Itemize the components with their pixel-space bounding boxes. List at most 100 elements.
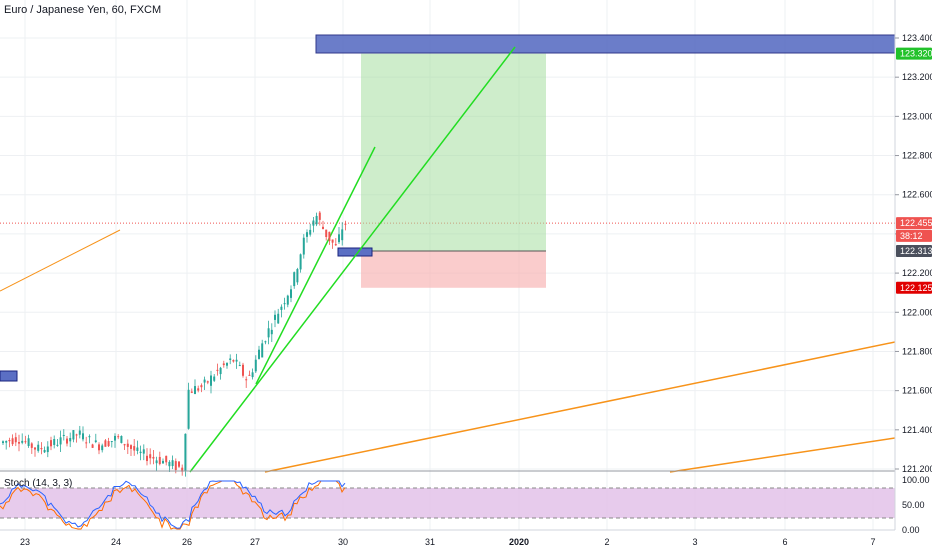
orange-line-mid bbox=[264, 341, 896, 473]
candle-body bbox=[306, 232, 308, 237]
stoch-tick-label: 50.00 bbox=[902, 500, 925, 510]
candle-body bbox=[197, 388, 200, 391]
candle-body bbox=[344, 223, 347, 225]
candle-body bbox=[18, 442, 20, 444]
candle-body bbox=[85, 442, 88, 444]
candle-body bbox=[27, 438, 30, 446]
candle-body bbox=[251, 372, 254, 378]
candle-body bbox=[72, 430, 75, 440]
candle-body bbox=[174, 461, 177, 471]
candle-body bbox=[133, 446, 136, 451]
candle-body bbox=[210, 375, 212, 386]
x-tick-label: 3 bbox=[692, 537, 697, 547]
candle-body bbox=[264, 341, 267, 343]
candle-body bbox=[69, 437, 72, 442]
x-tick-label: 7 bbox=[870, 537, 875, 547]
y-tick-label: 123.200 bbox=[902, 72, 932, 82]
stochastic-pane bbox=[0, 470, 895, 531]
candle-body bbox=[245, 379, 248, 381]
candle-body bbox=[283, 303, 286, 305]
candle-body bbox=[107, 441, 110, 447]
candle-body bbox=[146, 455, 148, 462]
y-tick-label: 122.000 bbox=[902, 307, 932, 317]
candle-body bbox=[187, 389, 190, 429]
price-label-box bbox=[896, 244, 932, 257]
candle-body bbox=[216, 369, 219, 371]
y-tick-label: 122.800 bbox=[902, 151, 932, 161]
entry-box bbox=[337, 247, 373, 257]
candle-body bbox=[229, 358, 232, 361]
candle-body bbox=[190, 391, 193, 393]
stoch-band bbox=[0, 488, 895, 518]
left-box bbox=[0, 370, 18, 382]
candle-body bbox=[226, 363, 228, 366]
price-label: 122.455 bbox=[900, 218, 932, 228]
candle-body bbox=[302, 237, 305, 255]
price-axis[interactable]: 123.400 123.200 123.000 122.800 122.600 122.4… bbox=[894, 0, 932, 535]
candle-body bbox=[290, 289, 292, 298]
candle-body bbox=[334, 244, 337, 246]
candle-body bbox=[248, 374, 251, 376]
candle-body bbox=[5, 440, 8, 443]
candle-body bbox=[14, 437, 17, 443]
candle-body bbox=[331, 239, 334, 243]
candle-body bbox=[123, 444, 126, 446]
candle-body bbox=[293, 272, 296, 287]
candle-body bbox=[75, 434, 78, 436]
candle-body bbox=[149, 454, 152, 459]
y-tick-label: 122.600 bbox=[902, 190, 932, 200]
price-label: 122.313 bbox=[900, 246, 932, 256]
candle-body bbox=[277, 313, 280, 324]
time-axis[interactable]: 23 24 26 27 30 31 2020 2 3 6 7 bbox=[20, 537, 876, 547]
candles bbox=[2, 211, 347, 477]
candle-body bbox=[126, 443, 129, 447]
profit-zone bbox=[361, 53, 546, 251]
candle-body bbox=[2, 441, 4, 444]
candle-body bbox=[322, 226, 324, 229]
candle-body bbox=[46, 446, 49, 453]
candle-body bbox=[142, 449, 145, 454]
candle-body bbox=[30, 443, 33, 448]
candle-body bbox=[34, 447, 36, 450]
candle-body bbox=[11, 438, 14, 445]
x-tick-label: 24 bbox=[111, 537, 121, 547]
candle-body bbox=[312, 220, 315, 226]
candle-body bbox=[152, 456, 155, 459]
green-trendline-steep bbox=[255, 146, 376, 385]
candle-body bbox=[165, 455, 168, 463]
candle-body bbox=[318, 212, 321, 220]
candle-body bbox=[213, 376, 216, 381]
candle-body bbox=[184, 433, 187, 471]
price-label-box bbox=[896, 281, 932, 294]
candle-body bbox=[258, 349, 260, 359]
candle-body bbox=[114, 435, 116, 441]
candle-body bbox=[50, 440, 52, 447]
x-tick-label: 2020 bbox=[509, 537, 529, 547]
candle-body bbox=[267, 328, 270, 338]
candle-body bbox=[101, 445, 104, 451]
candle-body bbox=[219, 367, 222, 375]
candle-body bbox=[24, 441, 27, 443]
candle-body bbox=[91, 444, 94, 448]
candle-body bbox=[53, 439, 56, 445]
candle-body bbox=[117, 436, 120, 438]
candle-body bbox=[328, 231, 331, 241]
target-supply-box bbox=[315, 34, 896, 54]
stoch-k-line bbox=[0, 480, 346, 529]
orange-line-low bbox=[669, 437, 896, 473]
candle-body bbox=[274, 314, 276, 320]
candle-body bbox=[56, 444, 59, 446]
y-tick-label: 121.400 bbox=[902, 425, 932, 435]
x-tick-label: 27 bbox=[250, 537, 260, 547]
candle-body bbox=[194, 386, 196, 394]
candle-body bbox=[200, 385, 203, 388]
candle-body bbox=[206, 381, 209, 383]
x-tick-label: 6 bbox=[782, 537, 787, 547]
position-zones bbox=[0, 34, 896, 382]
candle-body bbox=[82, 433, 84, 440]
stoch-tick-label: 0.00 bbox=[902, 525, 920, 535]
y-tick-label: 121.200 bbox=[902, 464, 932, 474]
candle-body bbox=[88, 436, 91, 438]
